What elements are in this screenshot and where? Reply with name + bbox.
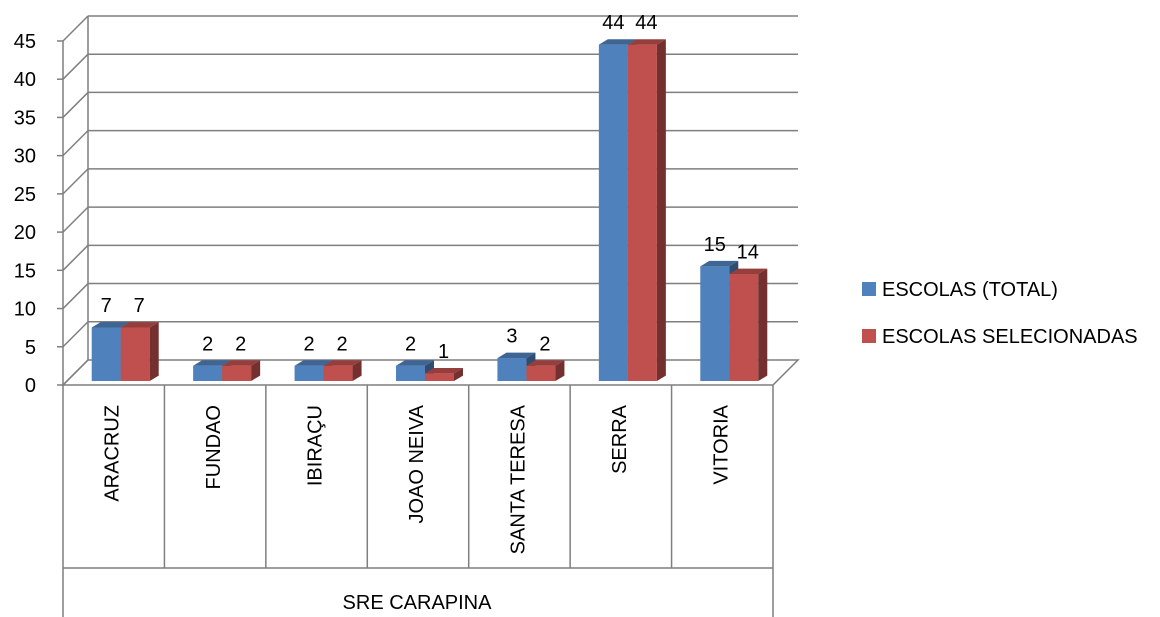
- gridline-connector: [62, 130, 89, 157]
- bar-front: [729, 273, 759, 381]
- bar-front: [323, 365, 353, 381]
- bar-front: [222, 365, 252, 381]
- data-label: 44: [602, 12, 624, 34]
- bar-top: [222, 360, 261, 366]
- bar-selected: [526, 360, 565, 381]
- chart-floor: [61, 359, 800, 386]
- bar-selected: [729, 268, 768, 381]
- y-tick-label: 40: [14, 69, 36, 91]
- y-tick-label: 15: [14, 260, 36, 282]
- bar-top: [729, 268, 768, 274]
- y-tick-label: 20: [14, 222, 36, 244]
- data-label: 2: [235, 333, 246, 355]
- data-label: 2: [202, 333, 213, 355]
- data-label: 44: [635, 12, 657, 34]
- data-label: 2: [337, 333, 348, 355]
- bar-side: [656, 39, 666, 381]
- gridline-connector: [62, 91, 89, 118]
- legend-swatch-selected: [862, 329, 876, 343]
- bar-top: [193, 360, 232, 366]
- category-label: FUNDAO: [203, 405, 225, 489]
- bar-top: [700, 260, 739, 267]
- bar-top: [294, 360, 333, 366]
- legend: ESCOLAS (TOTAL) ESCOLAS SELECIONADAS: [862, 279, 1138, 348]
- gridline-connector: [62, 321, 89, 348]
- bar-top: [323, 360, 362, 366]
- category-label: ARACRUZ: [102, 405, 124, 502]
- gridline-connector: [62, 206, 89, 233]
- axes: 0 5 10 15 20 25 30 35 40 45: [14, 15, 800, 617]
- gridline-connector: [62, 283, 89, 310]
- bar-selected: [627, 39, 666, 382]
- data-label: 1: [438, 341, 449, 363]
- bar-selected: [120, 322, 159, 381]
- data-label: 7: [134, 295, 145, 317]
- category-label: JOAO NEIVA: [406, 404, 428, 523]
- category-label: VITORIA: [710, 404, 732, 484]
- bars: [91, 39, 768, 382]
- data-label: 2: [539, 333, 550, 355]
- gridline-connector: [62, 244, 89, 271]
- bar-front: [598, 44, 628, 382]
- data-label: 2: [304, 333, 315, 355]
- category-labels: ARACRUZ FUNDAO IBIRAÇU JOAO NEIVA SANTA TERE…: [102, 404, 733, 554]
- bar-top: [497, 352, 536, 359]
- gridline-connector: [62, 15, 89, 42]
- bar-side: [454, 367, 463, 381]
- bar-selected: [323, 360, 362, 381]
- legend-swatch-total: [862, 282, 876, 296]
- y-tick-label: 10: [14, 299, 36, 321]
- y-tick-label: 30: [14, 146, 36, 168]
- bar-front: [425, 373, 454, 381]
- bar-front: [497, 358, 527, 381]
- bar-front: [294, 365, 324, 381]
- bar-selected: [222, 360, 261, 381]
- data-label: 2: [405, 333, 416, 355]
- bar-side: [251, 360, 261, 381]
- bar-side: [352, 360, 362, 381]
- gridline-connector: [62, 168, 89, 195]
- bar-top: [598, 39, 637, 45]
- bar-total: [700, 260, 739, 381]
- bar-top: [627, 39, 666, 45]
- bar-front: [526, 365, 556, 381]
- y-tick-label: 5: [25, 337, 36, 359]
- bar-top: [396, 360, 434, 366]
- bar-side: [758, 268, 768, 381]
- bar-top: [91, 322, 130, 328]
- y-tick-label: 35: [14, 107, 36, 129]
- gridline-connector: [62, 53, 89, 80]
- bar-front: [396, 365, 425, 381]
- bar-selected: [425, 367, 463, 381]
- bar-front: [120, 327, 150, 381]
- data-label: 7: [101, 295, 112, 317]
- bar-top: [120, 322, 159, 328]
- bar-front: [91, 327, 121, 381]
- data-label: 14: [737, 242, 759, 264]
- data-label: 15: [704, 234, 726, 256]
- bar-front: [193, 365, 223, 381]
- y-tick-label: 25: [14, 184, 36, 206]
- bar-top: [526, 360, 565, 366]
- gridlines: [62, 15, 798, 386]
- bar-front: [627, 44, 657, 382]
- category-label: IBIRAÇU: [305, 405, 327, 486]
- bar-top: [425, 367, 463, 374]
- bar-side: [555, 360, 565, 381]
- legend-label-selected: ESCOLAS SELECIONADAS: [882, 326, 1138, 348]
- bar-side: [149, 322, 159, 381]
- category-label: SERRA: [609, 404, 631, 474]
- category-label: SANTA TERESA: [507, 404, 529, 554]
- y-tick-label: 0: [25, 375, 36, 397]
- data-label: 3: [506, 326, 517, 348]
- legend-label-total: ESCOLAS (TOTAL): [882, 279, 1058, 301]
- group-label: SRE CARAPINA: [343, 592, 493, 614]
- bar-front: [700, 266, 730, 381]
- y-tick-label: 45: [14, 31, 36, 53]
